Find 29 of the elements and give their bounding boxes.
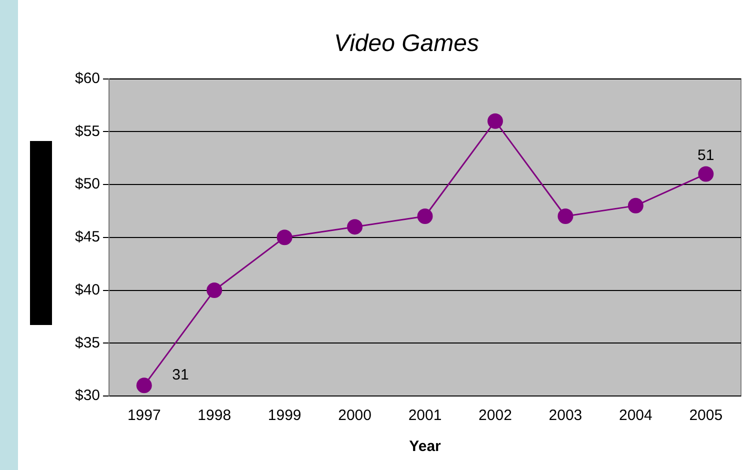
- x-tick-label: 1999: [268, 407, 302, 424]
- point: [628, 198, 644, 214]
- y-tick-label: $45: [74, 228, 100, 246]
- x-tick-label: 2001: [408, 407, 442, 424]
- y-tick-label: $30: [74, 387, 100, 404]
- x-tick-label: 2002: [478, 407, 512, 424]
- x-tick-label: 2003: [548, 407, 582, 424]
- point: [136, 378, 152, 394]
- point: [276, 230, 292, 246]
- point: [417, 208, 433, 224]
- point: [347, 219, 363, 235]
- y-tick-label: $50: [74, 176, 100, 193]
- chart-title: Video Games: [334, 30, 479, 58]
- x-tick-label: 2004: [618, 407, 652, 424]
- data-label: 51: [698, 146, 714, 164]
- y-tick-label: $60: [74, 70, 100, 87]
- x-tick-label: 1997: [127, 407, 161, 424]
- point: [558, 208, 574, 224]
- x-tick-label: 1998: [198, 407, 232, 424]
- x-tick-label: 2005: [689, 407, 723, 424]
- data-label: 31: [172, 366, 189, 384]
- y-tick-label: $35: [74, 334, 100, 352]
- point: [698, 166, 714, 182]
- y-tick-label: $40: [74, 281, 100, 298]
- x-axis-title: Year: [409, 438, 442, 456]
- y-tick-label: $55: [74, 122, 100, 140]
- point: [206, 282, 222, 298]
- point: [487, 113, 503, 129]
- x-tick-label: 2000: [338, 407, 372, 424]
